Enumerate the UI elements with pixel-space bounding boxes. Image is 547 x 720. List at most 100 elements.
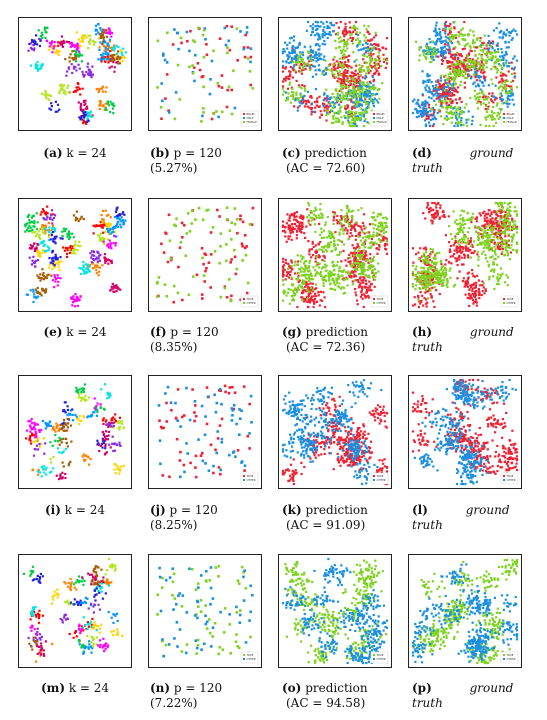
point-g xyxy=(282,264,286,267)
point-c xyxy=(352,42,355,45)
point-g xyxy=(301,296,304,299)
point-c xyxy=(336,80,339,83)
point-a xyxy=(91,73,94,76)
point-f xyxy=(205,267,208,270)
point-c xyxy=(300,100,303,103)
point-g xyxy=(373,285,376,288)
point-d xyxy=(486,55,489,58)
point-d xyxy=(433,99,436,102)
point-c xyxy=(292,91,295,94)
point-c xyxy=(300,72,304,75)
point-f xyxy=(201,256,204,260)
point-c xyxy=(299,95,303,98)
point-h xyxy=(495,213,498,216)
point-c xyxy=(344,116,347,119)
point-g xyxy=(369,260,372,263)
point-d xyxy=(455,116,458,119)
point-d xyxy=(499,55,502,58)
point-g xyxy=(307,294,310,297)
point-c xyxy=(354,82,357,85)
point-e xyxy=(66,235,69,238)
panel-h: TRUE OTHER xyxy=(408,198,522,312)
point-c xyxy=(322,30,325,33)
point-d xyxy=(483,70,486,73)
point-c xyxy=(369,82,372,85)
point-b xyxy=(196,62,200,65)
point-g xyxy=(368,280,371,283)
point-h xyxy=(483,226,486,230)
point-e xyxy=(69,249,73,252)
point-c xyxy=(300,69,303,72)
point-d xyxy=(437,81,440,84)
point-e xyxy=(67,247,70,250)
point-d xyxy=(450,88,453,91)
point-g xyxy=(310,219,313,222)
point-c xyxy=(350,91,353,94)
point-h xyxy=(467,256,470,259)
point-d xyxy=(440,103,443,106)
point-g xyxy=(377,225,380,228)
point-d xyxy=(478,92,481,95)
point-c xyxy=(360,107,363,110)
point-c xyxy=(347,121,350,124)
point-g xyxy=(315,300,318,303)
point-a xyxy=(122,47,125,50)
point-g xyxy=(329,282,332,285)
point-d xyxy=(421,93,424,96)
point-d xyxy=(444,92,447,95)
point-g xyxy=(352,251,355,254)
point-g xyxy=(369,267,372,270)
point-e xyxy=(65,227,68,230)
point-c xyxy=(364,96,367,99)
point-g xyxy=(370,237,373,241)
point-c xyxy=(354,104,357,107)
point-e xyxy=(122,221,125,224)
point-g xyxy=(361,287,364,290)
point-c xyxy=(355,31,358,34)
point-e xyxy=(45,288,48,291)
point-d xyxy=(501,89,504,92)
point-a xyxy=(104,90,107,93)
point-c xyxy=(352,119,355,122)
point-d xyxy=(488,42,491,45)
point-g xyxy=(281,260,285,263)
point-d xyxy=(452,36,455,39)
point-d xyxy=(441,60,444,63)
point-c xyxy=(290,59,294,62)
point-c xyxy=(350,98,353,101)
point-e xyxy=(63,229,66,233)
point-a xyxy=(102,37,105,40)
point-g xyxy=(342,224,345,227)
point-h xyxy=(484,288,487,291)
point-h xyxy=(483,214,486,217)
point-f xyxy=(167,213,171,217)
point-d xyxy=(479,49,482,52)
point-c xyxy=(281,60,285,63)
point-c xyxy=(362,58,365,61)
point-d xyxy=(498,86,501,89)
point-e xyxy=(53,235,57,238)
point-h xyxy=(448,251,451,254)
point-g xyxy=(299,260,302,263)
point-d xyxy=(446,24,449,28)
point-a xyxy=(104,46,107,49)
point-g xyxy=(348,235,351,238)
point-a xyxy=(34,40,37,44)
point-a xyxy=(44,89,47,93)
point-f xyxy=(230,221,233,224)
point-g xyxy=(361,297,364,300)
point-e xyxy=(52,240,55,243)
point-e xyxy=(31,231,34,234)
point-f xyxy=(233,222,237,226)
point-d xyxy=(418,46,421,49)
point-d xyxy=(426,49,429,52)
point-g xyxy=(288,229,292,232)
point-d xyxy=(446,66,449,69)
point-d xyxy=(422,49,425,52)
point-h xyxy=(435,203,438,206)
point-g xyxy=(365,282,368,286)
point-c xyxy=(305,64,308,67)
point-g xyxy=(338,218,341,222)
point-a xyxy=(98,104,101,107)
point-d xyxy=(441,40,444,43)
